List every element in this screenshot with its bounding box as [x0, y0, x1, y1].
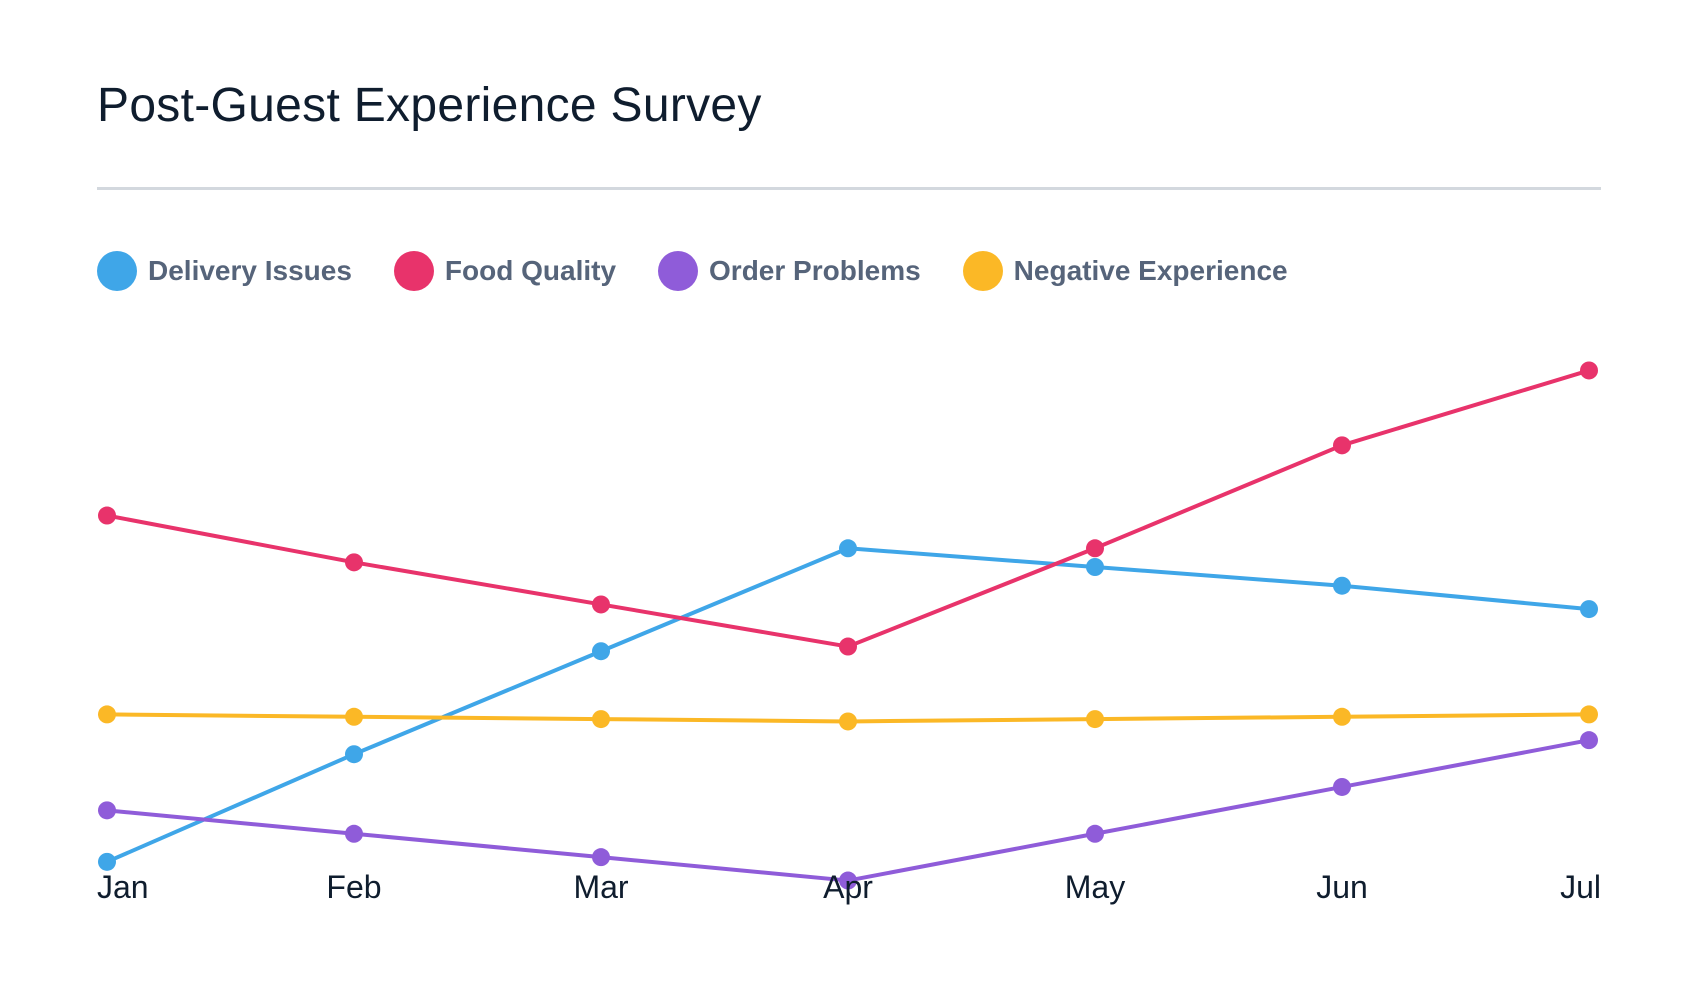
x-axis: Jan Feb Mar Apr May Jun Jul: [97, 869, 1601, 905]
x-tick-label-may: May: [1065, 869, 1125, 905]
x-tick-label-mar: Mar: [573, 869, 628, 905]
legend-swatch-delivery-issues: [97, 251, 137, 291]
legend-label-food-quality: Food Quality: [444, 255, 617, 286]
data-point-order-problems-feb[interactable]: [345, 824, 363, 843]
legend-swatch-food-quality: [393, 251, 434, 291]
series-line-order-problems: [106, 738, 1590, 883]
legend-label-order-problems: Order Problems: [709, 255, 921, 286]
data-point-delivery-issues-jun[interactable]: [1333, 576, 1351, 595]
x-tick-label-apr: Apr: [823, 869, 873, 905]
legend-swatch-negative-experience: [962, 251, 1003, 291]
data-point-delivery-issues-jul[interactable]: [1580, 600, 1598, 619]
data-point-order-problems-jun[interactable]: [1333, 777, 1351, 796]
legend-label-negative-experience: Negative Experience: [1013, 255, 1288, 286]
series-delivery-issues: [98, 539, 1598, 871]
data-point-delivery-issues-may[interactable]: [1086, 558, 1104, 576]
data-point-negative-experience-may[interactable]: [1086, 710, 1104, 729]
x-tick-label-jan: Jan: [97, 869, 149, 905]
x-tick-label-feb: Feb: [326, 869, 381, 905]
data-point-delivery-issues-mar[interactable]: [592, 642, 610, 661]
series-negative-experience: [98, 705, 1598, 731]
data-point-negative-experience-apr[interactable]: [839, 712, 857, 731]
legend-swatch-order-problems: [658, 251, 699, 291]
data-point-negative-experience-mar[interactable]: [592, 710, 610, 729]
data-point-food-quality-mar[interactable]: [592, 595, 610, 614]
data-point-order-problems-jan[interactable]: [98, 801, 116, 820]
data-point-negative-experience-jan[interactable]: [98, 705, 116, 724]
series-line-food-quality: [106, 368, 1590, 649]
data-point-negative-experience-jul[interactable]: [1580, 705, 1598, 724]
series-layer: [98, 361, 1598, 890]
data-point-food-quality-may[interactable]: [1086, 539, 1104, 558]
chart-title: Post-Guest Experience Survey: [97, 79, 762, 132]
data-point-negative-experience-jun[interactable]: [1333, 707, 1351, 726]
series-line-delivery-issues: [106, 546, 1590, 864]
chart-legend: Delivery Issues Food Quality Order Probl…: [97, 250, 1330, 292]
data-point-delivery-issues-apr[interactable]: [839, 539, 857, 558]
data-point-order-problems-mar[interactable]: [592, 848, 610, 867]
series-order-problems: [98, 731, 1598, 890]
data-point-food-quality-jun[interactable]: [1333, 436, 1351, 455]
data-point-order-problems-apr[interactable]: [839, 871, 857, 890]
legend-item-food-quality[interactable]: Food Quality: [393, 251, 617, 291]
legend-label-delivery-issues: Delivery Issues: [148, 255, 352, 286]
x-tick-label-jun: Jun: [1316, 869, 1368, 905]
x-tick-label-jul: Jul: [1560, 869, 1601, 905]
data-point-delivery-issues-jan[interactable]: [98, 852, 116, 871]
legend-item-negative-experience[interactable]: Negative Experience: [962, 251, 1288, 291]
data-point-food-quality-jul[interactable]: [1580, 361, 1598, 380]
data-point-food-quality-apr[interactable]: [839, 637, 857, 656]
data-point-food-quality-feb[interactable]: [345, 553, 363, 572]
series-food-quality: [98, 361, 1598, 656]
data-point-order-problems-may[interactable]: [1086, 824, 1104, 843]
data-point-order-problems-jul[interactable]: [1580, 731, 1598, 750]
data-point-negative-experience-feb[interactable]: [345, 707, 363, 726]
legend-item-order-problems[interactable]: Order Problems: [658, 251, 921, 291]
data-point-delivery-issues-feb[interactable]: [345, 745, 363, 764]
title-divider: [97, 187, 1601, 190]
legend-item-delivery-issues[interactable]: Delivery Issues: [97, 251, 352, 291]
data-point-food-quality-jan[interactable]: [98, 506, 116, 525]
